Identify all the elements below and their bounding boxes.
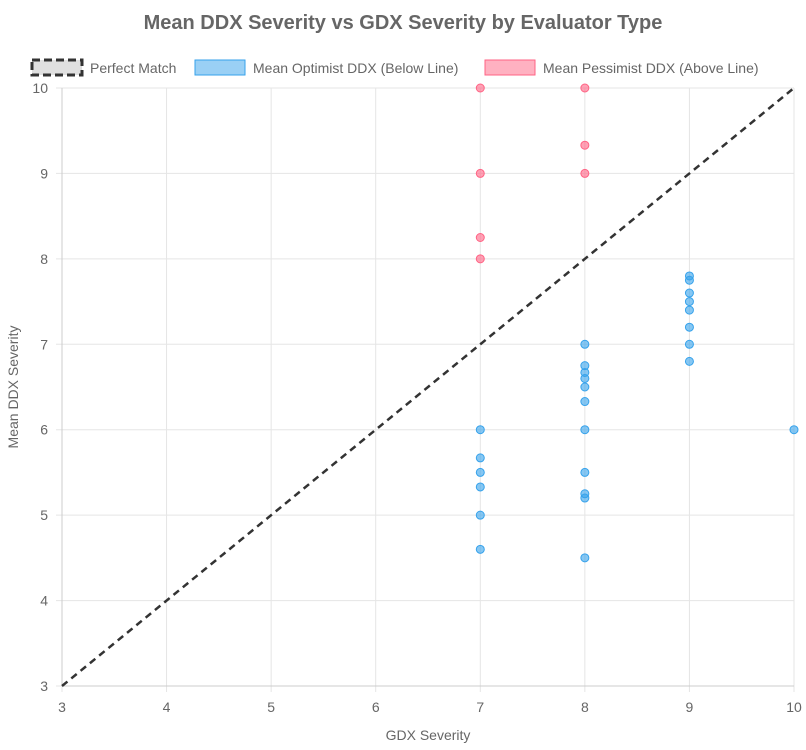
reference-line-group [61,87,795,687]
optimist-point[interactable] [580,425,590,435]
optimist-point[interactable] [580,493,590,503]
optimist-point[interactable] [684,322,694,332]
legend-swatch-perfect-match [30,58,84,77]
x-tick-label: 4 [163,699,171,715]
y-tick-label: 3 [40,678,48,694]
optimist-point[interactable] [684,305,694,315]
legend-item-perfect-match[interactable]: Perfect Match [30,58,176,77]
pessimist-point[interactable] [580,168,590,178]
y-tick-label: 4 [40,593,48,609]
optimist-point[interactable] [580,373,590,383]
x-tick-label: 10 [786,699,802,715]
legend-item-optimist[interactable]: Mean Optimist DDX (Below Line) [194,59,458,76]
x-tick-label: 7 [476,699,484,715]
y-tick-label: 5 [40,507,48,523]
optimist-point[interactable] [475,544,485,554]
optimist-point[interactable] [684,275,694,285]
y-tick-label: 8 [40,251,48,267]
x-tick-label: 9 [686,699,694,715]
pessimist-point[interactable] [580,140,590,150]
optimist-point[interactable] [580,467,590,477]
pessimist-point[interactable] [580,83,590,93]
x-tick-label: 6 [372,699,380,715]
pessimist-point[interactable] [475,83,485,93]
x-tick-label: 8 [581,699,589,715]
x-axis-label: GDX Severity [386,727,471,743]
perfect-match-line [61,87,795,687]
optimist-point[interactable] [789,425,799,435]
pessimist-point[interactable] [475,233,485,242]
y-tick-label: 9 [40,165,48,181]
optimist-point[interactable] [475,510,485,520]
optimist-point[interactable] [684,356,694,366]
optimist-point[interactable] [580,397,590,407]
tick-labels: 3 4 5 6 7 8 9 10 3 4 5 6 7 8 9 10 [32,80,802,715]
legend-label-pessimist: Mean Pessimist DDX (Above Line) [543,60,759,76]
y-tick-label: 6 [40,422,48,438]
optimist-point[interactable] [580,382,590,392]
optimist-point[interactable] [475,453,485,463]
legend-label-optimist: Mean Optimist DDX (Below Line) [253,60,458,76]
legend: Perfect Match Mean Optimist DDX (Below L… [30,58,759,77]
axes [61,88,794,687]
optimist-point[interactable] [684,288,694,298]
optimist-point[interactable] [684,297,694,307]
optimist-point[interactable] [580,339,590,349]
legend-swatch-pessimist [484,59,536,76]
x-tick-label: 3 [58,699,66,715]
x-tick-label: 5 [267,699,275,715]
chart-title: Mean DDX Severity vs GDX Severity by Eva… [144,12,663,34]
optimist-point[interactable] [475,425,485,435]
data-points [475,83,799,563]
legend-label-perfect-match: Perfect Match [90,60,176,76]
pessimist-point[interactable] [475,168,485,178]
optimist-point[interactable] [475,467,485,477]
optimist-point[interactable] [475,482,485,492]
y-axis-label: Mean DDX Severity [5,326,21,449]
legend-swatch-optimist [194,59,246,76]
y-tick-label: 7 [40,336,48,352]
legend-item-pessimist[interactable]: Mean Pessimist DDX (Above Line) [484,59,759,76]
pessimist-point[interactable] [475,254,485,264]
optimist-point[interactable] [684,339,694,349]
optimist-point[interactable] [580,553,590,563]
y-tick-label: 10 [32,80,48,96]
